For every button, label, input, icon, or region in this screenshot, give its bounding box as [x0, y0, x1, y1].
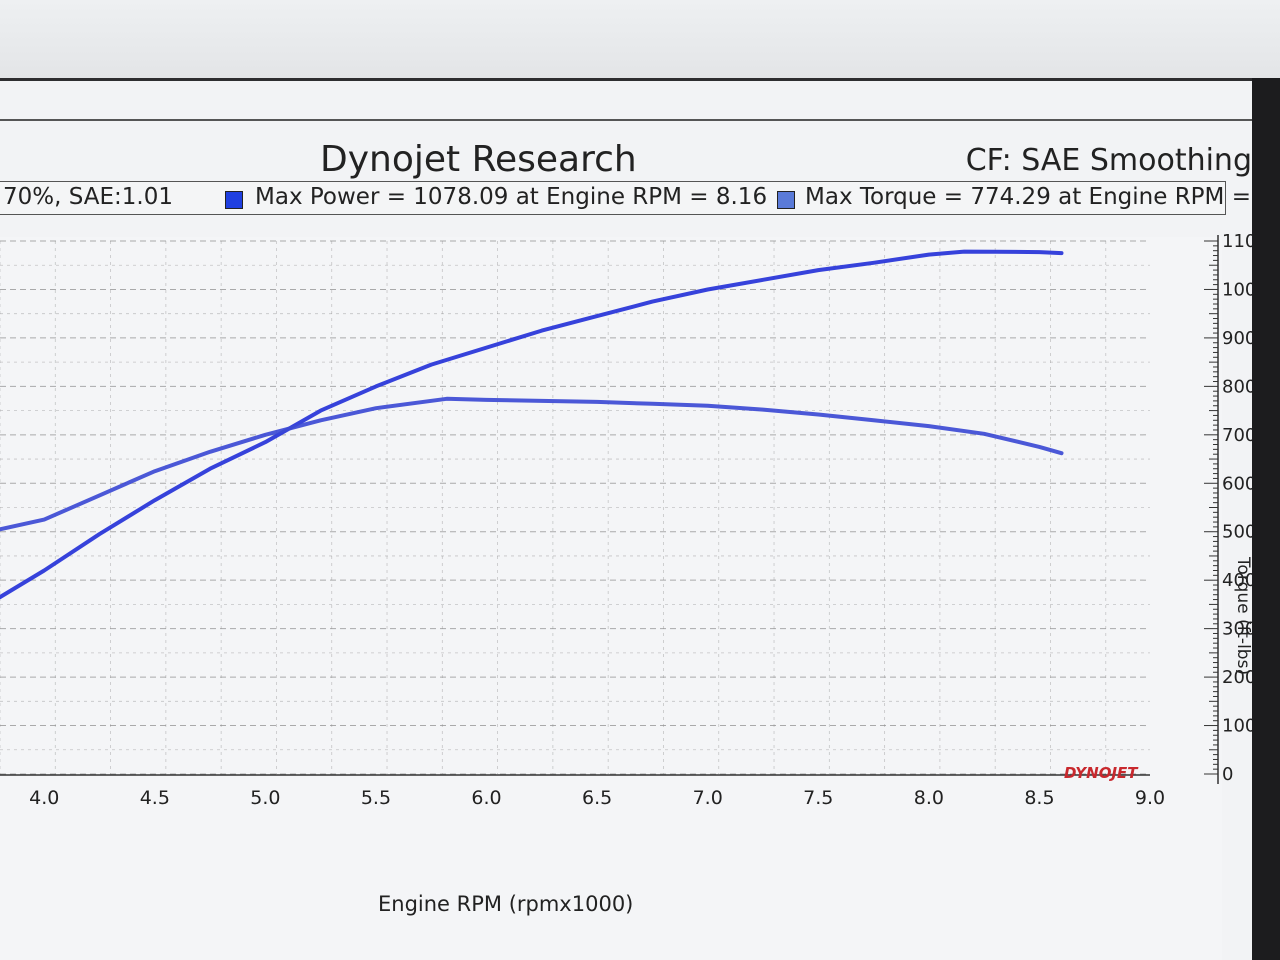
dyno-chart: 4.0 4.5 5.0 5.5 6.0 6.5 7.0 7.5 8.0 8.5 9.0 0 100 20… — [0, 231, 1252, 960]
x-tick-labels: 4.0 4.5 5.0 5.5 6.0 6.5 7.0 7.5 8.0 8.5 9.0 — [29, 787, 1165, 809]
y-tick-labels: 0 100 200 300 400 500 600 700 800 900 1000 1100 — [1222, 231, 1252, 785]
chart-title: Dynojet Research — [320, 139, 637, 180]
run-conditions: 70%, SAE:1.01 — [3, 184, 173, 210]
x-tick-label: 4.5 — [140, 787, 170, 809]
series-line-torque — [0, 396, 1064, 532]
y-tick-label: 1100 — [1222, 231, 1252, 252]
y-tick-label: 200 — [1222, 667, 1252, 688]
torque-swatch — [777, 191, 795, 209]
monitor-bezel-top — [0, 0, 1280, 81]
y-tick-label: 800 — [1222, 376, 1252, 397]
x-tick-label: 9.0 — [1135, 787, 1165, 809]
x-tick-label: 5.0 — [250, 787, 280, 809]
y-tick-label: 900 — [1222, 328, 1252, 349]
dynojet-logo: DYNOJET — [1064, 764, 1139, 782]
x-tick-label: 6.5 — [582, 787, 612, 809]
series-layer — [0, 249, 1064, 600]
y-tick-label: 700 — [1222, 425, 1252, 446]
plot-area — [0, 237, 1222, 960]
max-torque-label: Max Torque = 774.29 at Engine RPM = 5.82 — [805, 184, 1252, 210]
x-tick-label: 4.0 — [29, 787, 59, 809]
x-tick-label: 5.5 — [361, 787, 391, 809]
y-tick-label: 0 — [1222, 764, 1233, 785]
dyno-screen: Dynojet Research CF: SAE Smoothing 70%, … — [0, 81, 1252, 960]
legend: 70%, SAE:1.01 Max Power = 1078.09 at Eng… — [0, 181, 1252, 215]
x-tick-label: 7.0 — [693, 787, 723, 809]
window-header-line — [0, 119, 1252, 121]
y-tick-label: 400 — [1222, 570, 1252, 591]
y-tick-label: 1000 — [1222, 279, 1252, 300]
x-tick-label: 7.5 — [803, 787, 833, 809]
power-swatch — [225, 191, 243, 209]
x-tick-label: 8.0 — [914, 787, 944, 809]
y-tick-label: 500 — [1222, 522, 1252, 543]
x-axis-label: Engine RPM (rpmx1000) — [378, 892, 633, 916]
series-line-power — [0, 249, 1064, 600]
y-tick-label: 100 — [1222, 716, 1252, 737]
y-tick-label: 300 — [1222, 619, 1252, 640]
x-tick-label: 6.0 — [471, 787, 501, 809]
x-tick-label: 8.5 — [1024, 787, 1054, 809]
y-axis-label: Torque (ft-lbs) — [1233, 556, 1252, 675]
monitor-bezel-right — [1252, 78, 1280, 960]
max-power-label: Max Power = 1078.09 at Engine RPM = 8.16 — [255, 184, 768, 210]
correction-factor-label: CF: SAE Smoothing — [965, 143, 1252, 178]
y-tick-label: 600 — [1222, 473, 1252, 494]
axes — [0, 235, 1219, 784]
